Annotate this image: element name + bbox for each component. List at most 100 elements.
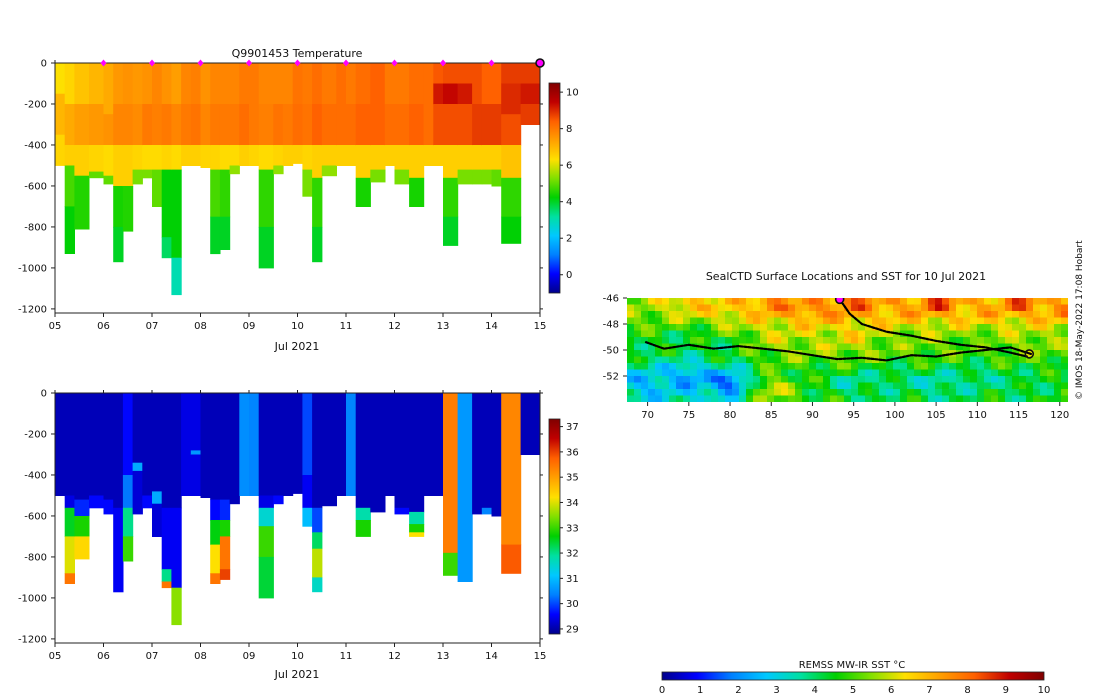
profile-cell	[370, 63, 386, 105]
sst-cell	[1033, 304, 1041, 312]
profile-cell	[312, 177, 323, 228]
profile-column	[152, 393, 163, 537]
sst-cell	[963, 369, 971, 377]
sst-cell	[683, 389, 691, 396]
sst-cell	[725, 369, 733, 377]
sst-cell	[774, 317, 782, 325]
sst-cell	[935, 330, 943, 338]
sst-cell	[809, 311, 817, 318]
sst-cell	[760, 311, 768, 318]
profile-column	[336, 63, 347, 166]
profile-cell	[443, 216, 459, 246]
profile-cell	[433, 63, 444, 84]
sst-cell	[760, 304, 768, 312]
sst-cell	[977, 350, 985, 357]
sst-cell	[935, 304, 943, 312]
sst-cell	[669, 337, 677, 344]
x-tick-label: 05	[49, 651, 62, 662]
sst-cell	[732, 330, 740, 338]
profile-cell	[219, 569, 231, 580]
y-tick-label: -1200	[18, 304, 47, 315]
sst-cell	[823, 343, 831, 351]
sst-cell	[711, 311, 719, 318]
sst-cell	[914, 343, 922, 351]
sst-cell	[956, 382, 964, 390]
sst-cell	[900, 298, 908, 305]
profile-cell	[355, 507, 371, 521]
profile-cell	[229, 63, 240, 105]
profile-cell	[132, 104, 143, 146]
sst-cell	[718, 382, 726, 390]
sst-cell	[739, 389, 747, 396]
sst-cell	[662, 324, 670, 331]
sst-cell	[865, 330, 873, 338]
profile-cell	[491, 393, 502, 517]
sst-cell	[942, 376, 950, 383]
sst-cell	[970, 311, 978, 318]
sst-cell	[802, 298, 810, 305]
sst-cell	[872, 369, 880, 377]
sst-cell	[634, 298, 642, 305]
sst-cell	[662, 356, 670, 364]
sst-cell	[655, 311, 663, 318]
sst-cell	[816, 369, 824, 377]
profile-cell	[520, 393, 540, 455]
sst-cell	[844, 350, 852, 357]
sst-cell	[928, 304, 936, 312]
profile-cell	[249, 393, 260, 496]
sst-cell	[767, 350, 775, 357]
profile-column	[355, 393, 371, 537]
sst-cell	[970, 376, 978, 383]
sst-cell	[907, 304, 915, 312]
sst-cell	[914, 330, 922, 338]
sst-cell	[669, 382, 677, 390]
sst-cell	[746, 356, 754, 364]
sst-cell	[970, 304, 978, 312]
sst-cell	[746, 337, 754, 344]
sst-cell	[886, 343, 894, 351]
sst-cell	[830, 324, 838, 331]
colorbar-tick-label: 2	[566, 234, 572, 245]
sst-cell	[655, 337, 663, 344]
sst-cell	[816, 343, 824, 351]
sst-cell	[1047, 376, 1055, 383]
sst-cell	[711, 389, 719, 396]
sst-cell	[641, 330, 649, 338]
sst-cell	[998, 343, 1006, 351]
sst-cell	[991, 304, 999, 312]
sst-cell	[641, 363, 649, 370]
sst-cell	[1033, 330, 1041, 338]
sst-cell	[648, 330, 656, 338]
profile-column	[491, 393, 502, 517]
sst-cell	[984, 356, 992, 364]
profile-cell	[190, 454, 202, 496]
sst-cell	[865, 298, 873, 305]
sst-cell	[655, 330, 663, 338]
sst-cell	[837, 369, 845, 377]
sst-cell	[627, 382, 635, 390]
profile-cell	[219, 169, 231, 218]
sst-cell	[683, 330, 691, 338]
sst-cell	[879, 382, 887, 390]
profile-column	[384, 393, 396, 496]
profile-cell	[472, 63, 483, 105]
sst-cell	[1054, 311, 1062, 318]
sst-cell	[746, 298, 754, 305]
profile-cell	[200, 145, 211, 168]
profile-cell	[423, 63, 434, 105]
sst-cell	[718, 356, 726, 364]
sst-cell	[655, 376, 663, 383]
sst-cell	[1047, 304, 1055, 312]
profile-cell	[55, 93, 66, 136]
sst-cell	[844, 337, 852, 344]
sst-cell	[970, 382, 978, 390]
profile-cell	[210, 573, 221, 584]
sst-cell	[977, 363, 985, 370]
sst-cell	[991, 311, 999, 318]
sst-cell	[760, 389, 768, 396]
profile-cell	[370, 169, 386, 183]
profile-cell	[355, 520, 371, 537]
profile-cell	[433, 393, 444, 496]
map-axes: 70 75 80 85 90 95 100 105 110 115 120 -46 -48 -50 -52	[603, 294, 1070, 422]
sst-cell	[655, 356, 663, 364]
